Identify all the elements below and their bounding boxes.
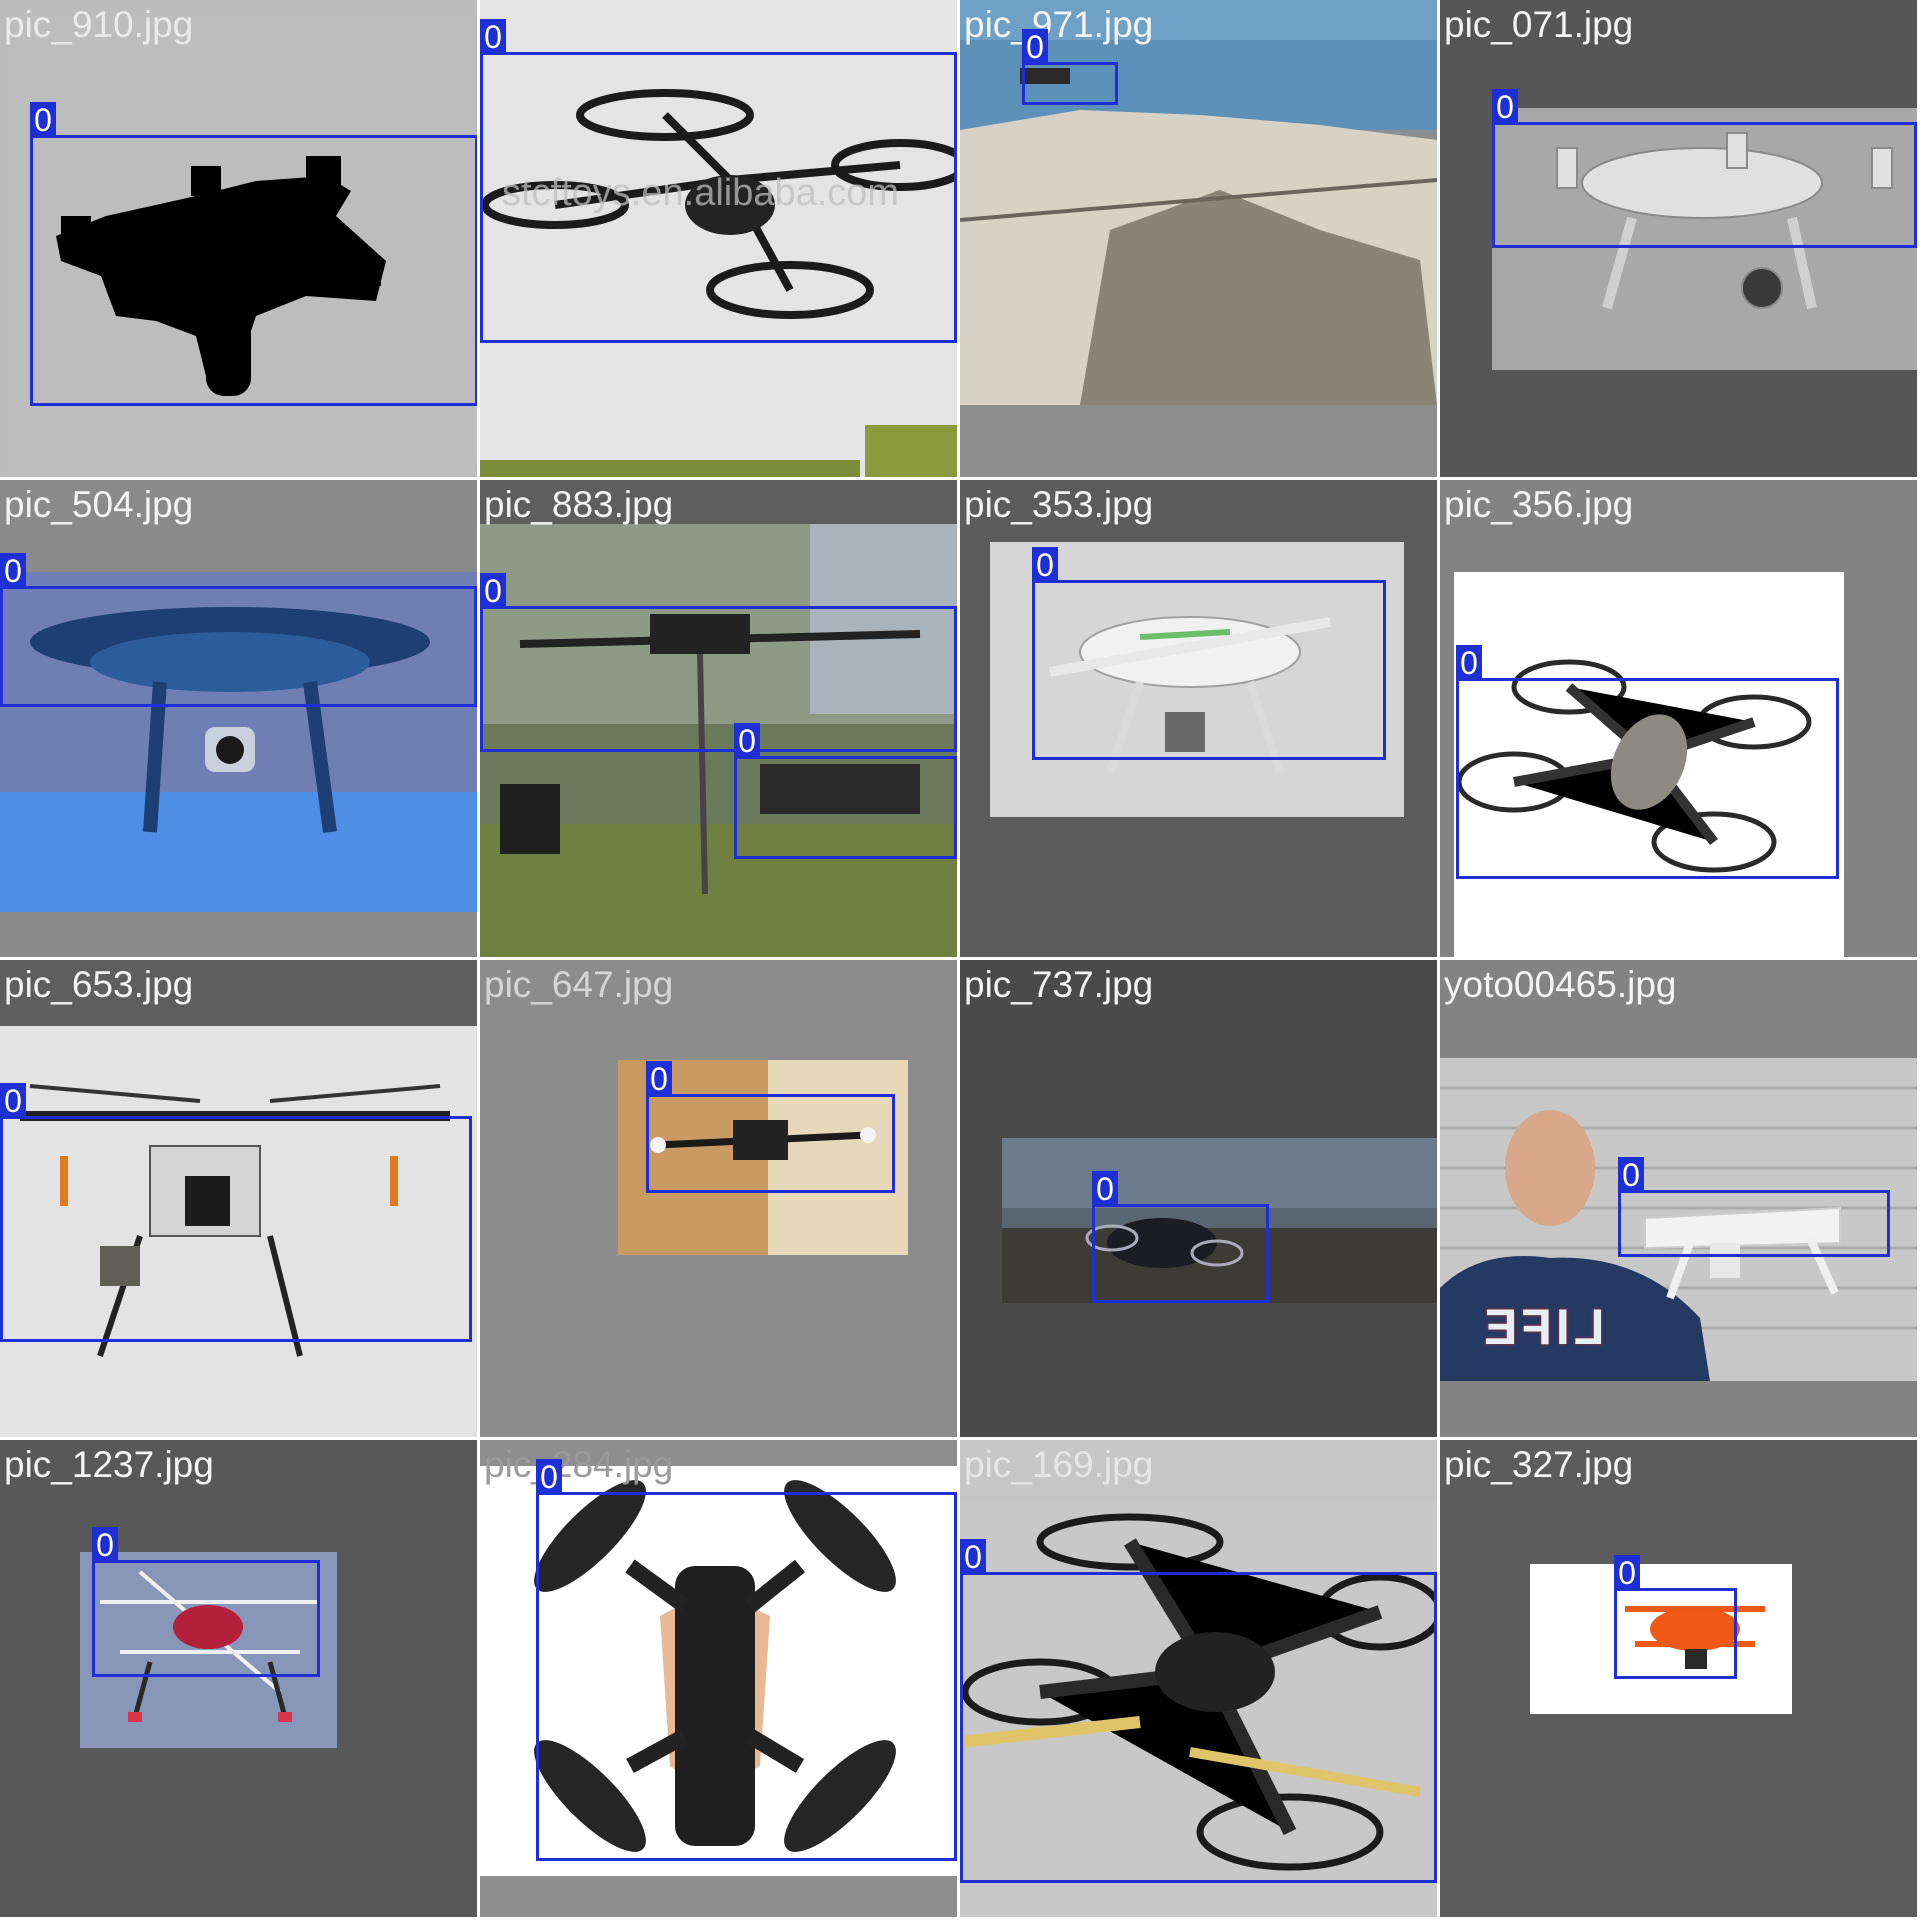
tile-pic-971: pic_971.jpg 0: [960, 0, 1437, 477]
tile-pic-284: pic_284.jpg 0: [480, 1440, 957, 1917]
bounding-box: 0: [1456, 645, 1839, 879]
tile-pic-169: pic_169.jpg 0: [960, 1440, 1437, 1917]
class-label: 0: [536, 1459, 562, 1495]
handheld-drone-art: [534, 1480, 896, 1852]
tile-pic-910: pic_910.jpg 0: [0, 0, 477, 477]
image-blue-drone: [0, 572, 477, 912]
class-label: 0: [960, 1539, 986, 1575]
tile-pic-647: pic_647.jpg 0: [480, 960, 957, 1437]
bounding-box: 0: [92, 1527, 320, 1677]
class-label: 0: [92, 1527, 118, 1563]
tile-pic-327: pic_327.jpg 0: [1440, 1440, 1917, 1917]
foldable-drone-art: [1456, 659, 1812, 873]
bounding-box: 0: [30, 102, 477, 406]
filename-label: pic_737.jpg: [964, 964, 1154, 1005]
bounding-box: 0: [1092, 1171, 1269, 1303]
class-label: 0: [1032, 547, 1058, 583]
tile-pic-504: pic_504.jpg 0: [0, 480, 477, 957]
image-racing-drone: [1002, 1138, 1437, 1303]
bounding-box: 0: [1022, 29, 1118, 105]
bounding-box: 0: [960, 1539, 1437, 1883]
image-agri-drone: [0, 1026, 477, 1437]
shirt-text: LIFE: [1480, 1299, 1605, 1355]
tile-pic-883: pic_883.jpg 0 0: [480, 480, 957, 957]
racing-drone-art: [1002, 1138, 1437, 1303]
image-foldable-drone: [1454, 572, 1844, 957]
tile-pic-356: pic_356.jpg 0: [1440, 480, 1917, 957]
image-toy-drone: stcftoys.en.alibaba.com: [480, 0, 957, 477]
bounding-box: 0: [1492, 89, 1917, 248]
blue-drone-art: [0, 607, 477, 912]
watermark-text: stcftoys.en.alibaba.com: [502, 172, 900, 214]
man-drone-art: [1440, 1086, 1917, 1381]
class-label: 0: [0, 1083, 26, 1119]
filename-label: pic_910.jpg: [4, 4, 194, 45]
tile-pic-071: pic_071.jpg 0: [1440, 0, 1917, 477]
quarry-art: [960, 0, 1437, 405]
tile-toy-drone: stcftoys.en.alibaba.com 0: [480, 0, 957, 477]
bounding-box: 0: [536, 1459, 957, 1861]
image-silhouette-drone: [6, 16, 477, 477]
image-white-drone: [1492, 108, 1917, 370]
filename-label: pic_1237.jpg: [4, 1444, 214, 1485]
tile-pic-1237: pic_1237.jpg 0: [0, 1440, 477, 1917]
bounding-box: 0: [646, 1061, 895, 1193]
white-drone-art: [1556, 132, 1893, 310]
filename-label: pic_327.jpg: [1444, 1444, 1634, 1485]
image-hexacopter: [80, 1552, 337, 1748]
class-label: 0: [734, 723, 760, 759]
filename-label: pic_169.jpg: [964, 1444, 1154, 1485]
class-label: 0: [1022, 29, 1048, 65]
filename-label: pic_971.jpg: [964, 4, 1154, 45]
image-coastal-quarry: [960, 0, 1437, 405]
tile-pic-353: pic_353.jpg 0: [960, 480, 1437, 957]
class-label: 0: [646, 1061, 672, 1097]
indoor-drone-art: [618, 1060, 908, 1255]
class-label: 0: [1456, 645, 1482, 681]
toy-drone-art: [480, 89, 957, 477]
class-label: 0: [1492, 89, 1518, 125]
class-label: 0: [30, 102, 56, 138]
filename-label: pic_071.jpg: [1444, 4, 1634, 45]
tile-pic-653: pic_653.jpg 0: [0, 960, 477, 1437]
filename-label: pic_353.jpg: [964, 484, 1154, 525]
filename-label: yoto00465.jpg: [1444, 964, 1677, 1005]
bounding-box: 0: [0, 553, 477, 707]
tile-pic-737: pic_737.jpg 0: [960, 960, 1437, 1437]
filename-label: pic_504.jpg: [4, 484, 194, 525]
bounding-box: 0: [734, 723, 957, 859]
class-label: 0: [1092, 1171, 1118, 1207]
filename-label: pic_284.jpg: [484, 1444, 674, 1485]
filename-label: pic_883.jpg: [484, 484, 674, 525]
image-man-with-drone: LIFE: [1440, 1058, 1917, 1381]
agri-drone-art: [20, 1084, 450, 1357]
gold-drone-art: [960, 1513, 1437, 1871]
bounding-box: 0: [1618, 1157, 1890, 1257]
tile-yoto00465: LIFE yoto00465.jpg 0: [1440, 960, 1917, 1437]
filename-label: pic_356.jpg: [1444, 484, 1634, 525]
drone-silhouette-art: [56, 156, 386, 396]
class-label: 0: [0, 553, 26, 589]
class-label: 0: [1618, 1157, 1644, 1193]
field-art: [480, 524, 957, 957]
image-phantom-drone: [990, 542, 1404, 817]
image-gold-black-drone: [960, 1502, 1437, 1917]
image-handheld-drone: [480, 1466, 957, 1876]
bounding-box: 0: [1614, 1555, 1737, 1679]
filename-label: pic_647.jpg: [484, 964, 674, 1005]
hexacopter-art: [80, 1552, 337, 1748]
bounding-box: 0: [480, 19, 957, 343]
class-label: 0: [480, 19, 506, 55]
class-label: 0: [1614, 1555, 1640, 1591]
class-label: 0: [480, 573, 506, 609]
filename-label: pic_653.jpg: [4, 964, 194, 1005]
bounding-box: 0: [0, 1083, 472, 1342]
bounding-box: 0: [1032, 547, 1386, 760]
image-indoor-drone: [618, 1060, 908, 1255]
bounding-box: 0: [480, 573, 957, 752]
image-multi-drones-grass: [480, 524, 957, 957]
